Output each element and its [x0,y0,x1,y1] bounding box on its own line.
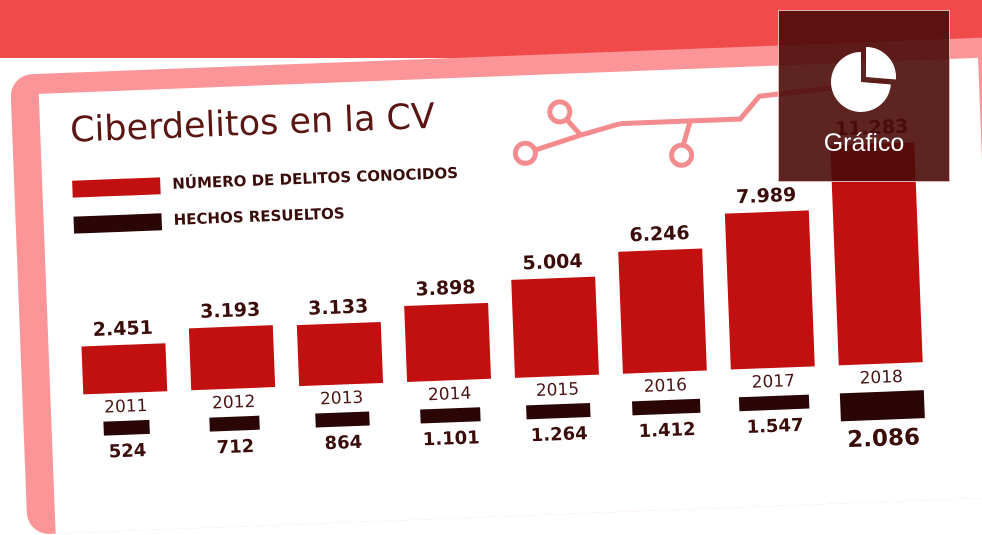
bar-delitos-2015 [511,277,599,378]
value-label-resueltos-2018: 2.086 [846,424,921,454]
circuit-node [547,99,573,125]
circuit-node [669,142,695,168]
value-label-resueltos-2013: 864 [324,431,363,455]
value-label-delitos-2015: 5.004 [522,250,584,275]
x-tick-2012: 2012 [211,391,256,414]
bar-delitos-2016 [618,248,707,374]
value-label-resueltos-2014: 1.101 [422,427,481,451]
bar-delitos-2017 [724,210,815,370]
value-label-delitos-2013: 3.133 [307,295,369,320]
pie-chart-icon [831,47,897,112]
x-tick-2016: 2016 [643,375,688,397]
bar-resueltos-2018 [839,390,925,422]
value-label-delitos-2014: 3.898 [415,276,476,301]
x-tick-2015: 2015 [535,379,580,402]
value-label-resueltos-2011: 524 [108,440,147,463]
bar-resueltos-2011 [103,419,150,436]
bar-delitos-2011 [81,343,168,395]
value-label-delitos-2011: 2.451 [92,316,154,342]
value-label-delitos-2012: 3.193 [199,298,261,323]
value-label-delitos-2016: 6.246 [629,222,691,247]
badge-label: Gráfico [823,129,905,157]
x-tick-2017: 2017 [751,371,796,393]
bar-delitos-2013 [296,321,384,387]
chart-area: Ciberdelitos en la CV NÚMERO DE DELITOS … [38,57,982,534]
x-tick-2011: 2011 [103,395,148,418]
value-label-resueltos-2012: 712 [216,435,255,459]
circuit-node [512,140,538,166]
bar-resueltos-2015 [526,402,591,420]
bar-delitos-2014 [404,302,492,382]
infographic-card: Ciberdelitos en la CV NÚMERO DE DELITOS … [10,36,982,535]
x-tick-2018: 2018 [859,366,904,389]
value-label-resueltos-2016: 1.412 [638,418,696,443]
bar-resueltos-2013 [315,411,370,428]
bar-resueltos-2014 [420,407,481,424]
x-tick-2013: 2013 [319,387,364,410]
value-label-resueltos-2017: 1.547 [746,414,804,438]
chart-type-badge[interactable]: Gráfico [778,10,950,182]
bar-resueltos-2012 [209,415,260,432]
value-label-delitos-2017: 7.989 [735,184,797,209]
x-tick-2014: 2014 [427,383,472,406]
bar-resueltos-2016 [632,398,701,416]
value-label-resueltos-2015: 1.264 [530,423,589,447]
bar-resueltos-2017 [738,394,810,412]
bar-delitos-2012 [188,324,276,391]
circuit-decoration [512,78,890,168]
